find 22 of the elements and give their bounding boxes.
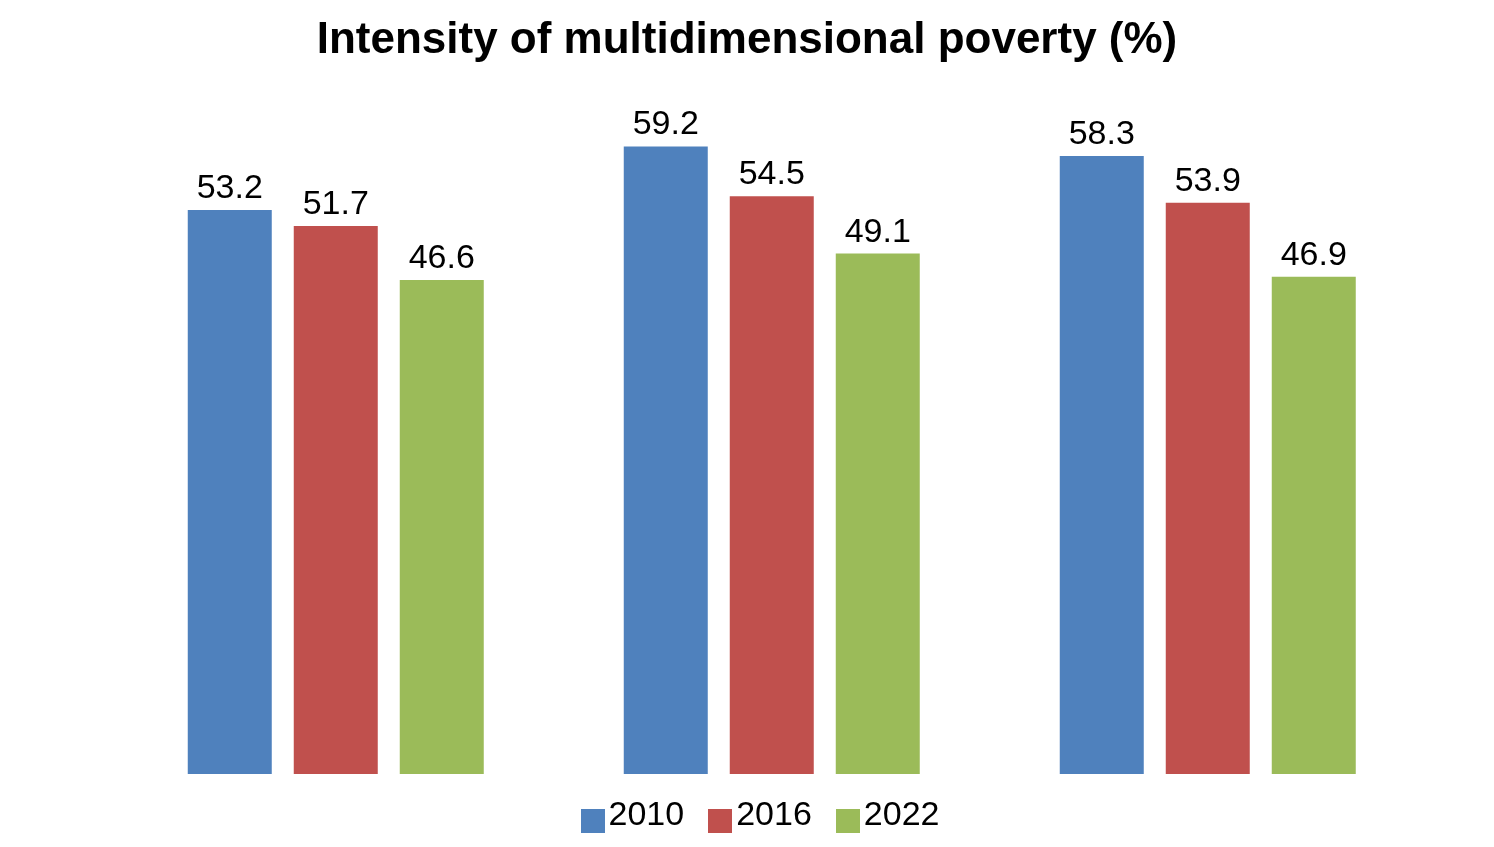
- data-label: 46.6: [408, 237, 475, 276]
- data-label: 59.2: [632, 103, 699, 142]
- data-label: 53.2: [196, 167, 263, 206]
- data-label: 53.9: [1174, 159, 1241, 198]
- bar: [835, 253, 920, 774]
- data-label: 49.1: [844, 210, 911, 249]
- bar: [293, 225, 378, 774]
- bar: [187, 210, 272, 774]
- bar: [1165, 202, 1250, 774]
- data-label: 58.3: [1068, 113, 1135, 152]
- bar: [1059, 156, 1144, 774]
- bar: [399, 280, 484, 774]
- legend-label: 2016: [736, 794, 812, 832]
- data-label: 51.7: [302, 182, 369, 221]
- data-label: 46.9: [1280, 233, 1347, 272]
- bar: [623, 146, 708, 774]
- chart-title: Intensity of multidimensional poverty (%): [315, 12, 1179, 64]
- legend-label: 2022: [863, 794, 940, 832]
- bar: [1271, 276, 1356, 774]
- data-label: 54.5: [738, 153, 805, 192]
- bar: [729, 196, 814, 774]
- legend-label: 2010: [608, 794, 685, 832]
